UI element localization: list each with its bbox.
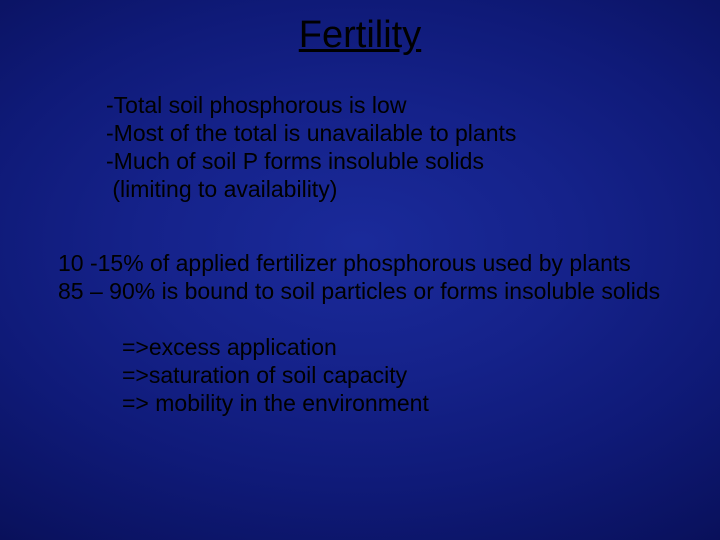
text-line: 10 -15% of applied fertilizer phosphorou… xyxy=(58,249,692,277)
slide: Fertility -Total soil phosphorous is low… xyxy=(0,0,720,540)
bullet-block-3: =>excess application =>saturation of soi… xyxy=(122,333,692,417)
bullet-block-2: 10 -15% of applied fertilizer phosphorou… xyxy=(58,249,692,305)
text-line: -Most of the total is unavailable to pla… xyxy=(106,119,692,147)
text-line: =>saturation of soil capacity xyxy=(122,361,692,389)
text-line: 85 – 90% is bound to soil particles or f… xyxy=(58,277,692,305)
text-line: -Much of soil P forms insoluble solids xyxy=(106,147,692,175)
text-line: -Total soil phosphorous is low xyxy=(106,91,692,119)
slide-title: Fertility xyxy=(28,14,692,57)
text-line: =>excess application xyxy=(122,333,692,361)
text-line: => mobility in the environment xyxy=(122,389,692,417)
bullet-block-1: -Total soil phosphorous is low -Most of … xyxy=(106,91,692,203)
text-line: (limiting to availability) xyxy=(106,175,692,203)
